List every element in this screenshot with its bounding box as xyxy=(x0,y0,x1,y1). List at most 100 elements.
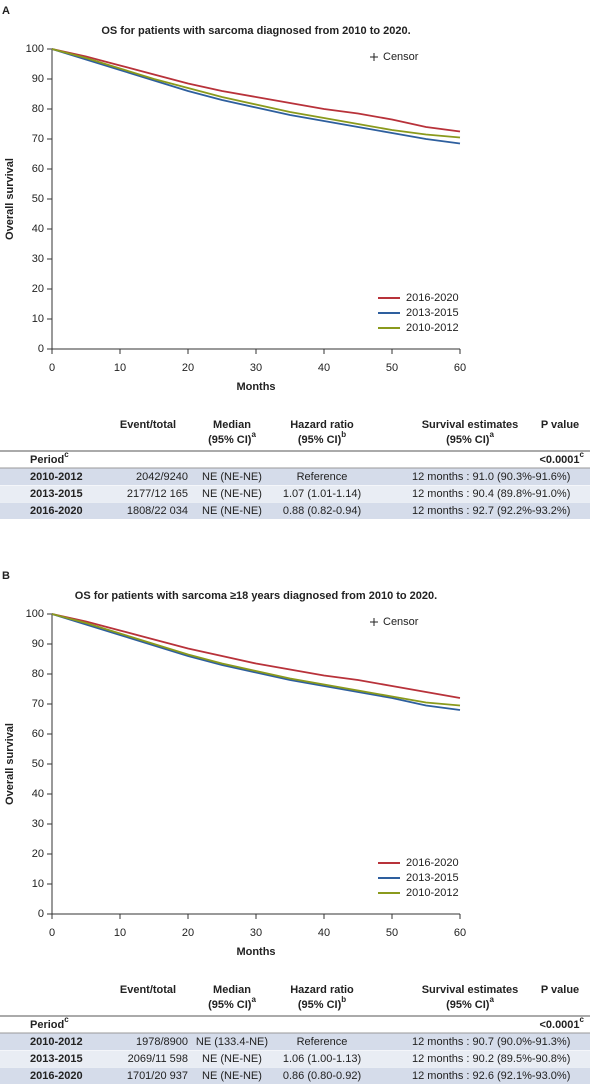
row-label: 2013-2015 xyxy=(30,1053,83,1065)
table-cell: 2177/12 165 xyxy=(127,488,188,500)
table-cell: Reference xyxy=(297,1036,348,1048)
x-tick-label: 30 xyxy=(250,362,262,374)
table-row-bg xyxy=(0,502,590,520)
table-header: Survival estimates xyxy=(422,984,519,996)
superscript: a xyxy=(251,430,256,439)
y-tick-label: 60 xyxy=(32,728,44,740)
y-tick-label: 0 xyxy=(38,343,44,355)
header-text: (95% CI) xyxy=(446,434,490,446)
y-tick-label: 20 xyxy=(32,283,44,295)
table-cell: NE (NE-NE) xyxy=(202,471,262,483)
superscript: c xyxy=(580,1015,585,1024)
header-text: Median xyxy=(213,419,251,431)
row-label: 2010-2012 xyxy=(30,471,83,483)
y-tick-label: 70 xyxy=(32,698,44,710)
p-value: <0.0001c xyxy=(539,450,584,466)
y-tick-label: 30 xyxy=(32,253,44,265)
x-tick-label: 20 xyxy=(182,927,194,939)
table-header: (95% CI)a xyxy=(446,995,494,1011)
x-axis-label: Months xyxy=(236,946,275,958)
y-tick-label: 20 xyxy=(32,848,44,860)
censor-label: Censor xyxy=(383,616,419,628)
table-row-bg xyxy=(0,1050,590,1068)
survival-curve xyxy=(51,48,461,133)
x-axis-label: Months xyxy=(236,381,275,393)
table-cell: 12 months : 90.4 (89.8%-91.0%) xyxy=(412,488,570,500)
y-tick-label: 50 xyxy=(32,193,44,205)
y-tick-label: 90 xyxy=(32,638,44,650)
table-cell: 12 months : 90.7 (90.0%-91.3%) xyxy=(412,1036,570,1048)
table-row-bg xyxy=(0,1033,590,1051)
y-tick-label: 70 xyxy=(32,133,44,145)
table-header: (95% CI)a xyxy=(446,430,494,446)
legend-label: 2013-2015 xyxy=(406,872,459,884)
table-cell: 0.86 (0.80-0.92) xyxy=(283,1070,361,1082)
p-value: <0.0001c xyxy=(539,1015,584,1031)
table-cell: 1978/8900 xyxy=(136,1036,188,1048)
table-header: (95% CI)b xyxy=(298,430,346,446)
chart-title: OS for patients with sarcoma diagnosed f… xyxy=(101,25,410,37)
table-cell: 2042/9240 xyxy=(136,471,188,483)
superscript: a xyxy=(251,995,256,1004)
y-tick-label: 50 xyxy=(32,758,44,770)
table-cell: NE (NE-NE) xyxy=(202,1070,262,1082)
x-tick-label: 50 xyxy=(386,927,398,939)
table-header: Median xyxy=(213,984,251,996)
table-header: Median xyxy=(213,419,251,431)
x-tick-label: 50 xyxy=(386,362,398,374)
superscript: c xyxy=(580,450,585,459)
table-header: (95% CI)b xyxy=(298,995,346,1011)
superscript: c xyxy=(64,450,69,459)
header-text: Event/total xyxy=(120,419,176,431)
y-tick-label: 40 xyxy=(32,788,44,800)
y-tick-label: 60 xyxy=(32,163,44,175)
table-header: Event/total xyxy=(120,984,176,996)
survival-curve xyxy=(51,48,461,139)
table-header: Event/total xyxy=(120,419,176,431)
table-cell: 1808/22 034 xyxy=(127,505,188,517)
y-tick-label: 80 xyxy=(32,103,44,115)
row-label: 2016-2020 xyxy=(30,505,83,517)
x-tick-label: 10 xyxy=(114,362,126,374)
table-header: Survival estimates xyxy=(422,419,519,431)
y-tick-label: 40 xyxy=(32,223,44,235)
table-cell: 12 months : 90.2 (89.5%-90.8%) xyxy=(412,1053,570,1065)
panel-label: A xyxy=(2,5,10,17)
table-row-bg xyxy=(0,1067,590,1085)
x-tick-label: 60 xyxy=(454,362,466,374)
y-tick-label: 90 xyxy=(32,73,44,85)
legend-label: 2010-2012 xyxy=(406,322,459,334)
y-tick-label: 10 xyxy=(32,878,44,890)
header-text: P value xyxy=(541,419,579,431)
table-cell: 1701/20 937 xyxy=(127,1070,188,1082)
table-row-bg xyxy=(0,468,590,486)
p-value-text: <0.0001 xyxy=(539,454,579,466)
row-label: 2010-2012 xyxy=(30,1036,83,1048)
header-text: Survival estimates xyxy=(422,419,519,431)
y-axis-label: Overall survival xyxy=(4,723,16,805)
superscript: a xyxy=(489,995,494,1004)
header-text: (95% CI) xyxy=(298,434,342,446)
survival-curve xyxy=(51,613,461,711)
legend-label: 2013-2015 xyxy=(406,307,459,319)
table-cell: 2069/11 598 xyxy=(128,1053,188,1065)
header-text: (95% CI) xyxy=(298,999,342,1011)
table-header: P value xyxy=(541,984,579,996)
y-tick-label: 100 xyxy=(26,608,44,620)
header-text: Median xyxy=(213,984,251,996)
header-text: Hazard ratio xyxy=(290,984,354,996)
y-axis-label: Overall survival xyxy=(4,158,16,240)
table-cell: 12 months : 92.7 (92.2%-93.2%) xyxy=(412,505,570,517)
legend-label: 2016-2020 xyxy=(406,857,459,869)
table-cell: 0.88 (0.82-0.94) xyxy=(283,505,361,517)
x-tick-label: 20 xyxy=(182,362,194,374)
superscript: b xyxy=(341,995,346,1004)
censor-label: Censor xyxy=(383,51,419,63)
superscript: b xyxy=(341,430,346,439)
row-label: 2013-2015 xyxy=(30,488,83,500)
table-row-bg xyxy=(0,485,590,503)
p-value-text: <0.0001 xyxy=(539,1019,579,1031)
table-header: (95% CI)a xyxy=(208,430,256,446)
superscript: c xyxy=(64,1015,69,1024)
table-cell: NE (NE-NE) xyxy=(202,1053,262,1065)
